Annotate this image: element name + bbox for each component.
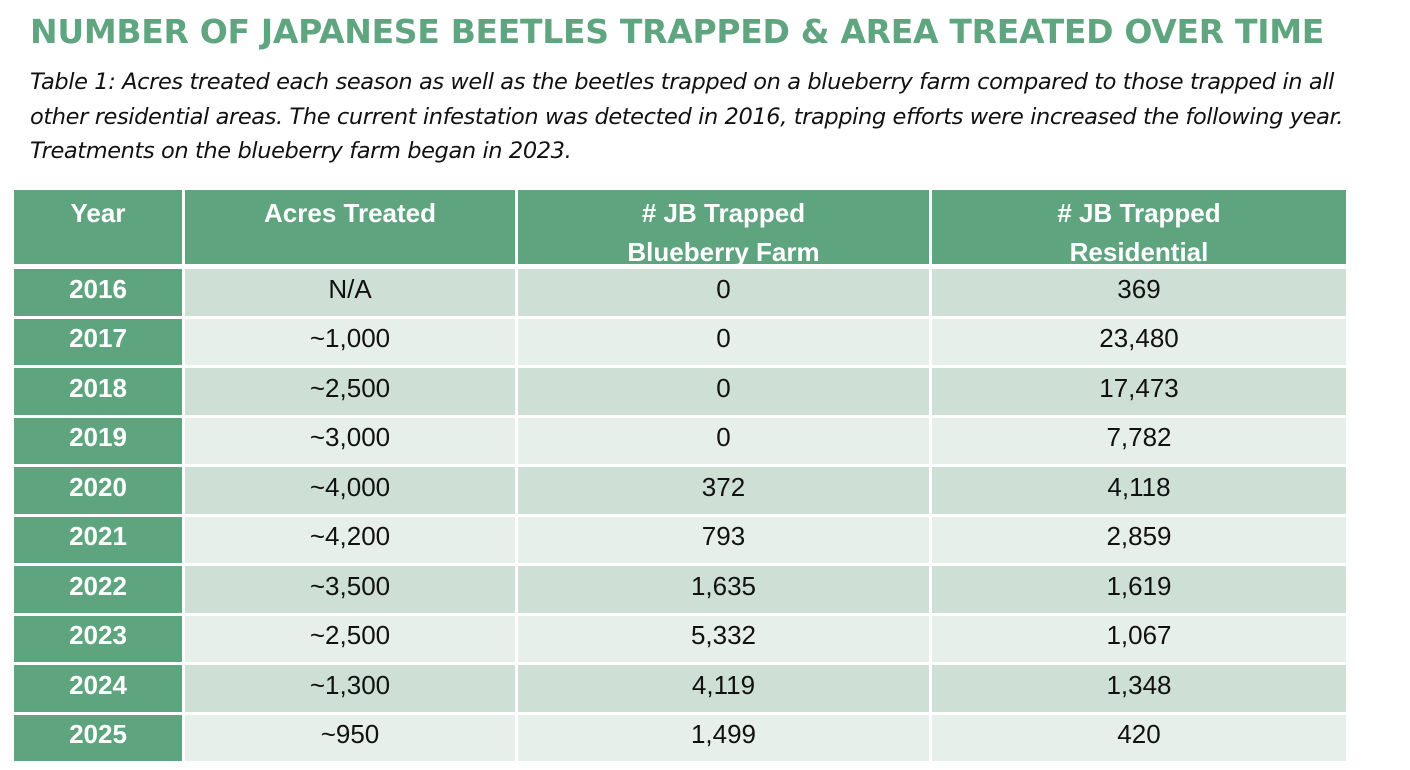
header-year-label: Year	[70, 198, 126, 228]
table-row: 2023 ~2,500 5,332 1,067	[14, 615, 1346, 665]
table-header-row: Year Acres Treated # JB Trapped Blueberr…	[14, 190, 1346, 269]
table-row: 2024 ~1,300 4,119 1,348	[14, 665, 1346, 715]
page-title: NUMBER OF JAPANESE BEETLES TRAPPED & ARE…	[30, 12, 1325, 51]
year-cell: 2016	[14, 269, 185, 319]
farm-trapped-cell: 0	[518, 318, 932, 368]
acres-cell: ~4,000	[185, 467, 518, 517]
table-row: 2016 N/A 0 369	[14, 269, 1346, 319]
farm-trapped-cell: 0	[518, 368, 932, 418]
acres-cell: ~3,500	[185, 566, 518, 616]
year-cell: 2020	[14, 467, 185, 517]
acres-cell: ~1,000	[185, 318, 518, 368]
table-row: 2018 ~2,500 0 17,473	[14, 368, 1346, 418]
farm-trapped-cell: 0	[518, 417, 932, 467]
acres-cell: ~4,200	[185, 516, 518, 566]
header-acres-treated: Acres Treated	[185, 190, 518, 269]
year-cell: 2017	[14, 318, 185, 368]
farm-trapped-cell: 1,499	[518, 714, 932, 764]
farm-trapped-cell: 1,635	[518, 566, 932, 616]
acres-cell: ~950	[185, 714, 518, 764]
residential-trapped-cell: 23,480	[932, 318, 1346, 368]
header-year: Year	[14, 190, 185, 269]
header-residential-label-line1: # JB Trapped	[1057, 198, 1221, 228]
table-caption: Table 1: Acres treated each season as we…	[30, 69, 1344, 164]
header-farm-label-line2: Blueberry Farm	[627, 237, 820, 267]
table-row: 2025 ~950 1,499 420	[14, 714, 1346, 764]
acres-cell: N/A	[185, 269, 518, 319]
table-row: 2020 ~4,000 372 4,118	[14, 467, 1346, 517]
year-cell: 2023	[14, 615, 185, 665]
acres-cell: ~3,000	[185, 417, 518, 467]
residential-trapped-cell: 1,067	[932, 615, 1346, 665]
header-residential-label-line2: Residential	[1069, 237, 1209, 267]
residential-trapped-cell: 17,473	[932, 368, 1346, 418]
residential-trapped-cell: 2,859	[932, 516, 1346, 566]
table-row: 2017 ~1,000 0 23,480	[14, 318, 1346, 368]
header-farm-label-line1: # JB Trapped	[641, 198, 806, 228]
header-farm-trapped: # JB Trapped Blueberry Farm	[518, 190, 932, 269]
residential-trapped-cell: 420	[932, 714, 1346, 764]
farm-trapped-cell: 5,332	[518, 615, 932, 665]
year-cell: 2021	[14, 516, 185, 566]
header-residential-trapped: # JB Trapped Residential	[932, 190, 1346, 269]
header-acres-label: Acres Treated	[264, 198, 436, 228]
residential-trapped-cell: 1,619	[932, 566, 1346, 616]
farm-trapped-cell: 372	[518, 467, 932, 517]
year-cell: 2024	[14, 665, 185, 715]
table-row: 2019 ~3,000 0 7,782	[14, 417, 1346, 467]
beetle-data-table: Year Acres Treated # JB Trapped Blueberr…	[14, 190, 1346, 764]
farm-trapped-cell: 4,119	[518, 665, 932, 715]
year-cell: 2025	[14, 714, 185, 764]
farm-trapped-cell: 793	[518, 516, 932, 566]
year-cell: 2022	[14, 566, 185, 616]
acres-cell: ~2,500	[185, 615, 518, 665]
year-cell: 2018	[14, 368, 185, 418]
table-row: 2021 ~4,200 793 2,859	[14, 516, 1346, 566]
residential-trapped-cell: 7,782	[932, 417, 1346, 467]
acres-cell: ~1,300	[185, 665, 518, 715]
residential-trapped-cell: 369	[932, 269, 1346, 319]
residential-trapped-cell: 4,118	[932, 467, 1346, 517]
residential-trapped-cell: 1,348	[932, 665, 1346, 715]
table-row: 2022 ~3,500 1,635 1,619	[14, 566, 1346, 616]
year-cell: 2019	[14, 417, 185, 467]
acres-cell: ~2,500	[185, 368, 518, 418]
farm-trapped-cell: 0	[518, 269, 932, 319]
